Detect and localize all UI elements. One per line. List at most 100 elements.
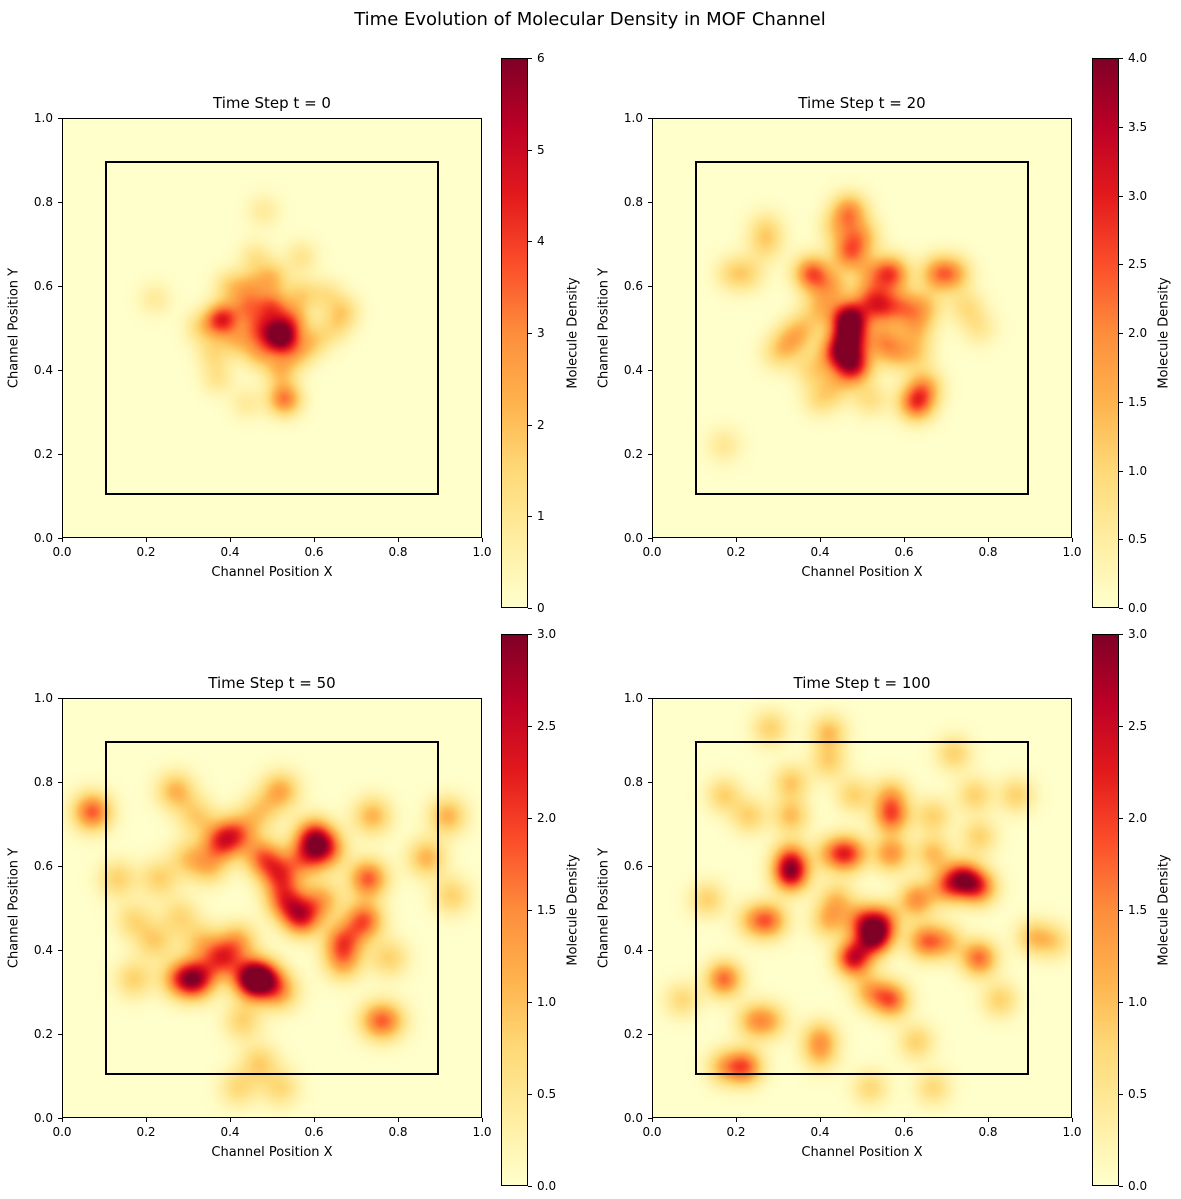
x-tick-label: 0.0: [642, 1125, 662, 1139]
x-tick-label: 0.6: [304, 1125, 324, 1139]
colorbar-tick-label: 2.5: [537, 719, 557, 733]
x-tick-label: 0.6: [304, 545, 324, 559]
colorbar-tick-mark: [528, 1186, 532, 1187]
y-tick-label: 0.2: [623, 1027, 643, 1041]
x-tick-label: 0.8: [388, 545, 408, 559]
colorbar-tick-label: 0.0: [1128, 1179, 1148, 1193]
colorbar-tick-mark: [1119, 333, 1123, 334]
colorbar-tick-label: 1.0: [1128, 463, 1148, 478]
channel-wall-box: [694, 160, 1030, 496]
x-tick-mark: [988, 1118, 989, 1122]
colorbar-tick-label: 6: [537, 51, 545, 65]
x-tick-label: 1.0: [1062, 1125, 1082, 1139]
y-tick-mark: [58, 866, 62, 867]
x-tick-label: 0.2: [726, 545, 746, 559]
colorbar-tick-mark: [1119, 1186, 1123, 1187]
y-tick-label: 0.8: [33, 195, 53, 209]
x-tick-mark: [904, 538, 905, 542]
x-tick-label: 0.4: [810, 545, 830, 559]
x-axis-label: Channel Position X: [211, 565, 333, 580]
y-tick-mark: [58, 538, 62, 539]
y-tick-label: 0.6: [623, 859, 643, 873]
colorbar-tick-label: 1.5: [1128, 903, 1148, 917]
y-tick-label: 0.4: [623, 363, 643, 377]
colorbar-tick-label: 0.5: [537, 1087, 557, 1101]
colorbar-axis-label: Molecule Density: [1156, 277, 1172, 389]
y-tick-label: 0.0: [623, 1111, 643, 1125]
colorbar-tick-label: 3.0: [537, 627, 557, 641]
y-tick-mark: [58, 698, 62, 699]
colorbar-tick-mark: [528, 424, 532, 426]
x-tick-label: 0.2: [726, 1125, 746, 1139]
x-tick-mark: [736, 1118, 737, 1122]
x-tick-mark: [820, 538, 821, 542]
colorbar-tick-label: 2: [537, 417, 545, 432]
colorbar-tick-mark: [528, 516, 532, 518]
x-tick-label: 1.0: [472, 1125, 492, 1139]
colorbar-tick-mark: [528, 608, 532, 609]
colorbar-tick-label: 0: [537, 601, 545, 615]
x-tick-label: 0.4: [810, 1125, 830, 1139]
colorbar-tick-label: 1.5: [1128, 394, 1148, 409]
x-tick-label: 0.0: [52, 545, 72, 559]
x-tick-mark: [482, 538, 483, 542]
y-tick-label: 0.2: [623, 447, 643, 461]
colorbar-tick-mark: [528, 58, 532, 59]
y-tick-label: 0.8: [33, 775, 53, 789]
heatmap-canvas: [63, 119, 481, 537]
colorbar-tick-mark: [1119, 470, 1123, 472]
channel-wall-box: [104, 740, 440, 1076]
colorbar-tick-mark: [1119, 264, 1123, 266]
y-tick-mark: [58, 118, 62, 119]
x-tick-mark: [988, 538, 989, 542]
heatmap-canvas: [653, 699, 1071, 1117]
y-tick-mark: [648, 782, 652, 783]
colorbar-tick-mark: [1119, 608, 1123, 609]
colorbar-tick-label: 5: [537, 142, 545, 157]
x-tick-mark: [146, 538, 147, 542]
y-tick-label: 0.6: [623, 279, 643, 293]
x-tick-label: 0.8: [388, 1125, 408, 1139]
colorbar-tick-label: 0.5: [1128, 532, 1148, 547]
y-tick-mark: [58, 950, 62, 951]
x-tick-mark: [314, 1118, 315, 1122]
colorbar-tick-mark: [528, 726, 532, 727]
colorbar-tick-label: 2.0: [1128, 811, 1148, 825]
colorbar-tick-label: 2.5: [1128, 257, 1148, 272]
colorbar-tick-mark: [528, 333, 532, 334]
x-tick-mark: [904, 1118, 905, 1122]
y-tick-label: 0.8: [623, 195, 643, 209]
colorbar-tick-mark: [1119, 910, 1123, 911]
colorbar-tick-label: 1: [537, 509, 545, 524]
y-tick-label: 1.0: [623, 111, 643, 125]
x-tick-label: 0.0: [52, 1125, 72, 1139]
y-tick-mark: [58, 202, 62, 203]
x-tick-mark: [652, 1118, 653, 1122]
colorbar-tick-mark: [1119, 195, 1123, 197]
y-tick-label: 1.0: [623, 691, 643, 705]
colorbar-tick-mark: [1119, 818, 1123, 819]
panel-title: Time Step t = 50: [208, 674, 336, 692]
x-tick-mark: [1072, 1118, 1073, 1122]
y-tick-label: 0.0: [33, 531, 53, 545]
y-tick-label: 0.4: [623, 943, 643, 957]
colorbar-tick-label: 0.5: [1128, 1087, 1148, 1101]
colorbar-tick-mark: [528, 149, 532, 151]
y-tick-label: 0.2: [33, 447, 53, 461]
colorbar-tick-mark: [1119, 1002, 1123, 1003]
colorbar-axis-label: Molecule Density: [565, 854, 581, 966]
y-axis-label: Channel Position Y: [6, 847, 22, 969]
y-tick-label: 1.0: [33, 111, 53, 125]
colorbar-axis-label: Molecule Density: [565, 277, 581, 389]
y-tick-label: 0.6: [33, 279, 53, 293]
y-axis-label: Channel Position Y: [596, 847, 612, 969]
y-tick-mark: [648, 286, 652, 287]
colorbar-tick-label: 3: [537, 326, 545, 340]
colorbar-tick-label: 0.0: [1128, 601, 1148, 615]
y-axis-label: Channel Position Y: [6, 267, 22, 389]
x-tick-label: 0.6: [894, 1125, 914, 1139]
heatmap-plot-area: [652, 118, 1072, 538]
x-axis-label: Channel Position X: [801, 565, 923, 580]
colorbar-tick-label: 2.0: [537, 811, 557, 825]
y-tick-mark: [648, 538, 652, 539]
